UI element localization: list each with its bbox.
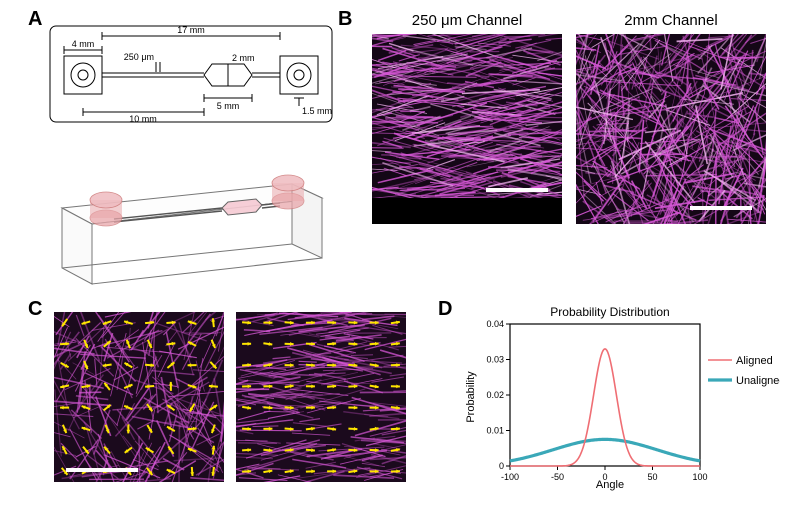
series-unaligned (510, 439, 700, 461)
scalebar-c-left (66, 468, 138, 472)
micrograph-250um (372, 34, 562, 224)
svg-text:100: 100 (692, 472, 707, 482)
panel-label-a: A (28, 8, 42, 31)
micrograph-2mm (576, 34, 766, 224)
svg-text:Probability: Probability (465, 371, 477, 423)
caption-b-left: 250 μm Channel (372, 12, 562, 29)
svg-text:2 mm: 2 mm (232, 53, 255, 63)
panel-label-c: C (28, 298, 42, 321)
micrograph-c-left (54, 312, 224, 482)
scalebar-b-left (486, 188, 548, 192)
svg-text:Probability Distribution: Probability Distribution (550, 305, 669, 319)
svg-text:0.02: 0.02 (486, 390, 504, 400)
svg-text:Unaligned: Unaligned (736, 375, 780, 387)
schematic-top-view: 17 mm 4 mm 250 μm 10 mm 2 mm 5 mm 1.5 mm (46, 20, 336, 140)
svg-text:-100: -100 (501, 472, 519, 482)
svg-text:Angle: Angle (596, 479, 624, 491)
svg-text:1.5 mm: 1.5 mm (302, 106, 332, 116)
svg-text:0: 0 (499, 461, 504, 471)
caption-b-right: 2mm Channel (576, 12, 766, 29)
svg-text:0.04: 0.04 (486, 319, 504, 329)
svg-text:-50: -50 (551, 472, 564, 482)
svg-text:Aligned: Aligned (736, 355, 773, 367)
scalebar-b-right (690, 206, 752, 210)
micrograph-c-right (236, 312, 406, 482)
series-aligned (510, 349, 700, 466)
svg-text:10 mm: 10 mm (129, 114, 157, 124)
svg-text:0.03: 0.03 (486, 355, 504, 365)
svg-text:250 μm: 250 μm (124, 52, 154, 62)
svg-text:50: 50 (647, 472, 657, 482)
svg-text:5 mm: 5 mm (217, 101, 240, 111)
panel-label-d: D (438, 298, 452, 321)
svg-text:0.01: 0.01 (486, 426, 504, 436)
svg-text:4 mm: 4 mm (72, 39, 95, 49)
panel-label-b: B (338, 8, 352, 31)
probability-chart: Probability Distribution 0 0.01 0.02 0.03 0.… (460, 302, 780, 492)
schematic-isometric-view (42, 148, 342, 298)
svg-text:17 mm: 17 mm (177, 25, 205, 35)
